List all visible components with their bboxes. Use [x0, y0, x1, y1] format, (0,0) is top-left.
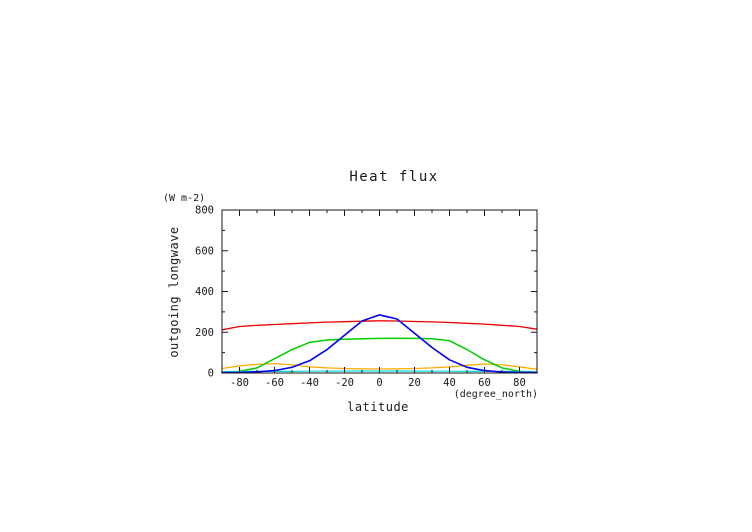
x-tick-label: 0 [376, 377, 382, 389]
y-tick-label: 600 [195, 245, 214, 257]
x-tick-label: -40 [300, 377, 319, 389]
chart-title: Heat flux [349, 169, 438, 185]
y-tick-label: 800 [195, 205, 214, 217]
x-tick-label: -60 [265, 377, 284, 389]
x-tick-label: -20 [335, 377, 354, 389]
y-tick-label: 400 [195, 286, 214, 298]
y-units-label: (W m-2) [163, 193, 205, 204]
plot-box [221, 209, 538, 374]
x-tick-label: 80 [513, 377, 526, 389]
y-axis-label: outgoing longwave [167, 226, 181, 357]
y-tick-label: 0 [208, 368, 214, 380]
y-tick-label: 200 [195, 327, 214, 339]
red-series-line [221, 320, 538, 331]
series-layer [221, 314, 538, 374]
x-units-label: (degree_north) [454, 389, 538, 400]
x-tick-label: 40 [443, 377, 456, 389]
x-tick-label: -80 [230, 377, 249, 389]
green-series-line [221, 337, 538, 373]
x-tick-label: 20 [408, 377, 421, 389]
x-axis-label: latitude [347, 400, 409, 414]
x-tick-label: 60 [478, 377, 491, 389]
